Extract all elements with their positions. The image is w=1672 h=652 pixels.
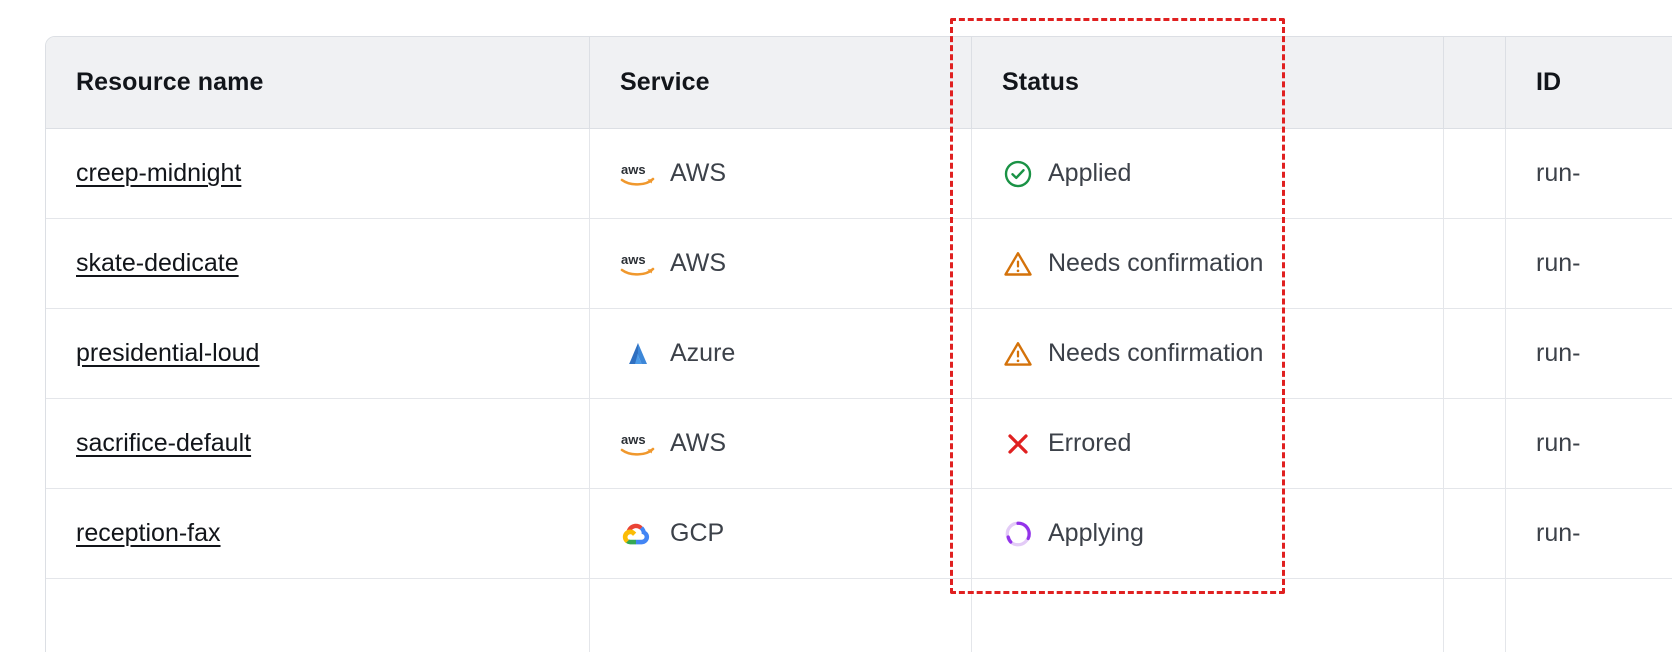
cell-service: GCP — [590, 489, 972, 579]
column-header-resource-name[interactable]: Resource name — [46, 37, 590, 129]
status-label: Applied — [1048, 159, 1132, 187]
svg-text:aws: aws — [621, 252, 646, 267]
cell-status — [972, 579, 1444, 652]
aws-logo-icon: aws — [620, 159, 656, 189]
cell-spacer — [1444, 219, 1506, 309]
cell-status: Applied — [972, 129, 1444, 219]
cell-spacer — [1444, 489, 1506, 579]
service-label: GCP — [670, 519, 725, 547]
cell-id: run- — [1506, 309, 1672, 399]
cell-id: run- — [1506, 129, 1672, 219]
cell-resource-name: skate-dedicate — [46, 219, 590, 309]
resource-name-link[interactable]: reception-fax — [76, 519, 221, 547]
cell-service — [590, 579, 972, 652]
aws-logo-icon: aws — [620, 429, 656, 459]
cell-id: run- — [1506, 489, 1672, 579]
resource-table-container: Resource name Service Status ID creep-mi… — [45, 36, 1672, 652]
column-header-spacer — [1444, 37, 1506, 129]
cell-service: Azure — [590, 309, 972, 399]
service-label: AWS — [670, 159, 727, 187]
cell-spacer — [1444, 579, 1506, 652]
cell-id: run- — [1506, 219, 1672, 309]
cell-id: run- — [1506, 399, 1672, 489]
cell-resource-name — [46, 579, 590, 652]
service-label: AWS — [670, 249, 727, 277]
cell-resource-name: presidential-loud — [46, 309, 590, 399]
cell-spacer — [1444, 129, 1506, 219]
cell-spacer — [1444, 309, 1506, 399]
service-label: Azure — [670, 339, 736, 367]
status-label: Applying — [1048, 519, 1144, 547]
aws-logo-icon: aws — [620, 249, 656, 279]
table-row[interactable]: sacrifice-default aws AWS — [46, 399, 1672, 489]
table-row[interactable]: reception-fax — [46, 489, 1672, 579]
table-body: creep-midnight aws AWS — [46, 129, 1672, 652]
table-header-row: Resource name Service Status ID — [46, 37, 1672, 129]
run-id-text: run- — [1536, 429, 1581, 457]
resource-table: Resource name Service Status ID creep-mi… — [45, 36, 1672, 652]
service-label: AWS — [670, 429, 727, 457]
table-row[interactable]: presidential-loud Azure — [46, 309, 1672, 399]
column-header-service[interactable]: Service — [590, 37, 972, 129]
svg-text:aws: aws — [621, 432, 646, 447]
cell-service: aws AWS — [590, 399, 972, 489]
warning-triangle-icon — [1002, 338, 1034, 370]
resource-name-link[interactable]: skate-dedicate — [76, 249, 239, 277]
resource-name-link[interactable]: presidential-loud — [76, 339, 260, 367]
cell-status: Applying — [972, 489, 1444, 579]
table-row[interactable] — [46, 579, 1672, 652]
cell-resource-name: reception-fax — [46, 489, 590, 579]
table-row[interactable]: skate-dedicate aws AWS — [46, 219, 1672, 309]
column-header-status[interactable]: Status — [972, 37, 1444, 129]
spinner-icon — [1002, 518, 1034, 550]
warning-triangle-icon — [1002, 248, 1034, 280]
cell-status: Needs confirmation — [972, 309, 1444, 399]
cell-status: Errored — [972, 399, 1444, 489]
run-id-text: run- — [1536, 339, 1581, 367]
cell-resource-name: creep-midnight — [46, 129, 590, 219]
cell-service: aws AWS — [590, 219, 972, 309]
check-circle-icon — [1002, 158, 1034, 190]
resource-name-link[interactable]: creep-midnight — [76, 159, 242, 187]
table-row[interactable]: creep-midnight aws AWS — [46, 129, 1672, 219]
run-id-text: run- — [1536, 519, 1581, 547]
resource-name-link[interactable]: sacrifice-default — [76, 429, 252, 457]
table-header: Resource name Service Status ID — [46, 37, 1672, 129]
cell-spacer — [1444, 399, 1506, 489]
azure-logo-icon — [620, 339, 656, 369]
status-label: Needs confirmation — [1048, 339, 1264, 367]
cell-resource-name: sacrifice-default — [46, 399, 590, 489]
svg-text:aws: aws — [621, 162, 646, 177]
run-id-text: run- — [1536, 249, 1581, 277]
status-label: Needs confirmation — [1048, 249, 1264, 277]
x-mark-icon — [1002, 428, 1034, 460]
gcp-logo-icon — [620, 519, 656, 549]
cell-status: Needs confirmation — [972, 219, 1444, 309]
status-label: Errored — [1048, 429, 1132, 457]
cell-id — [1506, 579, 1672, 652]
column-header-id[interactable]: ID — [1506, 37, 1672, 129]
cell-service: aws AWS — [590, 129, 972, 219]
run-id-text: run- — [1536, 159, 1581, 187]
